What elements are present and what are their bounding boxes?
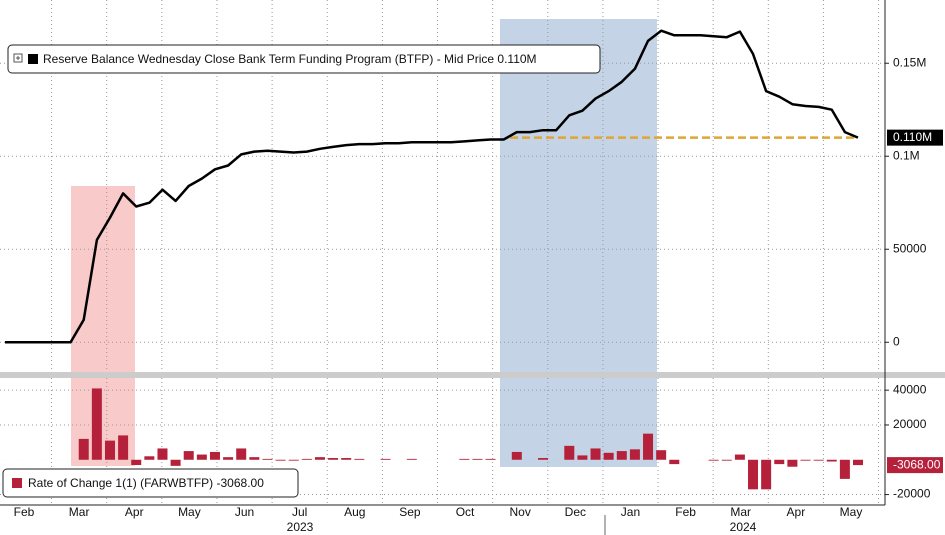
legend-swatch	[28, 54, 38, 64]
bar	[813, 459, 824, 461]
legend-swatch	[12, 478, 22, 488]
bar	[577, 455, 588, 460]
value-label: 0.110M	[893, 130, 932, 144]
bar	[91, 388, 102, 460]
x-tick-label: Sep	[399, 505, 421, 519]
bar	[328, 458, 339, 460]
legend-expand-icon	[13, 53, 23, 63]
x-tick-label: May	[178, 505, 201, 519]
highlight-region	[500, 19, 657, 467]
x-tick-label: Apr	[787, 505, 806, 519]
bar	[629, 449, 640, 460]
y-tick-label: 0.1M	[893, 148, 920, 162]
bar	[196, 454, 207, 460]
bar	[787, 459, 798, 467]
x-tick-label: Jun	[235, 505, 254, 519]
bar	[643, 433, 654, 460]
y-tick-label: -20000	[893, 487, 931, 501]
x-year-label: 2023	[287, 520, 314, 534]
bar	[761, 459, 772, 490]
x-tick-label: Jan	[621, 505, 640, 519]
bar	[144, 456, 155, 460]
bar	[721, 459, 732, 461]
x-tick-label: Dec	[565, 505, 586, 519]
line	[5, 29, 859, 344]
bar	[616, 451, 627, 460]
bar	[485, 458, 496, 460]
value-label-box	[887, 457, 943, 474]
x-tick-label: Feb	[14, 505, 35, 519]
legend: Reserve Balance Wednesday Close Bank Ter…	[7, 44, 601, 74]
bar	[774, 459, 785, 465]
value-label: -3068.00	[893, 457, 941, 471]
legend-box	[7, 44, 601, 74]
x-tick-label: Jul	[292, 505, 307, 519]
x-tick-label: Apr	[125, 505, 144, 519]
bar	[236, 448, 247, 460]
y-tick-label: 50000	[893, 241, 927, 255]
legend-label: Reserve Balance Wednesday Close Bank Ter…	[43, 52, 537, 66]
bar	[800, 459, 811, 461]
y-tick-label: 40000	[893, 382, 927, 396]
bar	[839, 459, 850, 479]
bar	[170, 459, 181, 466]
bar	[538, 458, 549, 460]
bar	[472, 458, 483, 460]
bar	[406, 458, 417, 460]
y-tick-label: 0.15M	[893, 55, 926, 69]
bar	[341, 458, 352, 460]
bar	[157, 448, 168, 460]
bar	[669, 459, 680, 465]
bar	[288, 459, 299, 461]
bar	[511, 451, 522, 460]
value-label-box	[887, 129, 943, 146]
bar	[853, 459, 863, 466]
x-tick-label: Mar	[730, 505, 751, 519]
bar	[223, 457, 234, 460]
bar	[354, 458, 365, 460]
bar	[183, 451, 194, 460]
bar	[590, 448, 601, 460]
x-tick-label: May	[840, 505, 863, 519]
legend-expand-icon	[16, 56, 20, 60]
panel-divider	[0, 372, 945, 378]
legend-box	[2, 468, 299, 498]
x-year-label: 2024	[730, 520, 757, 534]
bar	[748, 459, 759, 490]
bar	[249, 457, 260, 460]
legend: Rate of Change 1(1) (FARWBTFP) -3068.00	[2, 468, 299, 498]
bar	[314, 457, 325, 460]
y-tick-label: 0	[893, 334, 900, 348]
x-tick-label: Feb	[675, 505, 696, 519]
y-tick-label: 20000	[893, 417, 927, 431]
bar	[734, 454, 745, 460]
x-tick-label: Mar	[69, 505, 90, 519]
bar	[262, 458, 273, 460]
x-tick-label: Oct	[456, 505, 475, 519]
x-tick-label: Aug	[344, 505, 365, 519]
bar	[380, 458, 391, 460]
bar	[209, 451, 220, 460]
x-tick-label: Nov	[510, 505, 531, 519]
bar	[301, 458, 312, 460]
bar	[131, 459, 142, 465]
bar	[708, 459, 719, 461]
bar	[603, 452, 614, 460]
bar	[78, 438, 89, 460]
bar	[656, 450, 667, 460]
bar	[564, 445, 575, 460]
bar	[275, 459, 286, 461]
bar	[104, 440, 115, 460]
highlight-region	[71, 186, 135, 466]
bar	[826, 459, 837, 462]
bar	[118, 435, 129, 460]
legend-label: Rate of Change 1(1) (FARWBTFP) -3068.00	[28, 476, 264, 490]
bar	[459, 458, 470, 460]
